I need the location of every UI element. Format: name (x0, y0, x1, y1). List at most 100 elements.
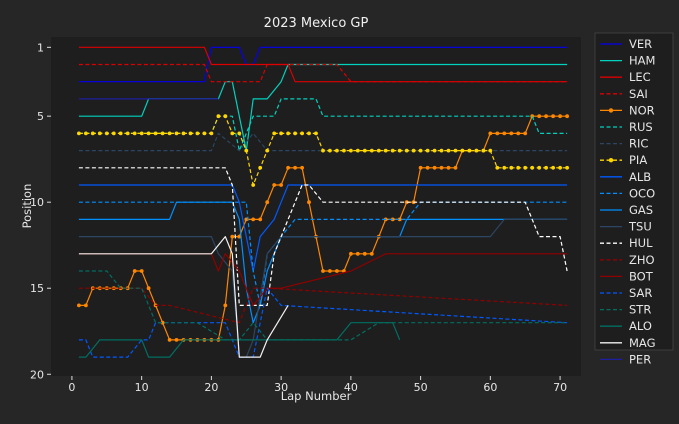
series-line-zho (78, 287, 568, 324)
series-point-pia (369, 148, 374, 153)
x-tick-label: 10 (135, 381, 149, 394)
legend-marker (608, 108, 614, 113)
series-point-pia (209, 131, 214, 136)
series-point-pia (383, 148, 388, 153)
series-point-nor (432, 165, 437, 170)
legend-label: HAM (629, 54, 655, 68)
series-point-nor (349, 251, 353, 256)
series-point-pia (495, 165, 500, 170)
series-point-pia (467, 148, 472, 153)
series-point-pia (202, 131, 207, 136)
y-tick-label: 20 (30, 368, 44, 381)
series-point-pia (181, 131, 186, 136)
series-point-pia (530, 165, 535, 170)
series-point-nor (265, 200, 270, 205)
series-point-pia (474, 148, 479, 153)
series-point-pia (502, 165, 507, 170)
series-point-pia (335, 148, 339, 153)
series-point-nor (328, 269, 332, 273)
series-point-nor (139, 269, 144, 273)
series-point-pia (237, 131, 242, 136)
series-point-nor (251, 217, 256, 222)
x-tick-label: 50 (414, 381, 428, 394)
legend-label: PIA (629, 153, 647, 167)
series-point-nor (551, 114, 555, 119)
series-point-pia (258, 165, 263, 170)
y-tick-label: 15 (30, 282, 44, 295)
legend-label: TSU (628, 220, 652, 234)
series-point-pia (349, 148, 353, 153)
series-point-pia (446, 148, 451, 153)
series-point-pia (314, 131, 318, 136)
series-point-pia (432, 148, 437, 153)
series-point-pia (481, 148, 486, 153)
series-point-pia (195, 131, 200, 136)
series-point-pia (397, 148, 402, 153)
series-point-nor (174, 338, 179, 342)
series-line-lec (78, 46, 568, 83)
series-point-pia (167, 131, 172, 136)
series-point-nor (502, 131, 507, 136)
series-point-pia (362, 148, 367, 153)
series-line-sar (78, 287, 568, 358)
series-line-tsu (78, 218, 568, 358)
series-point-nor (279, 183, 283, 187)
series-point-nor (565, 114, 569, 119)
series-point-pia (551, 165, 555, 170)
series-point-nor (488, 131, 493, 136)
legend: VER HAM LEC SAI NOR RUS RIC PIA ALB OCO GAS TSU HUL Z… (594, 32, 674, 366)
series-point-pia (418, 148, 423, 153)
series-point-pia (111, 131, 116, 136)
y-tick-label: 5 (37, 110, 44, 123)
series-point-pia (537, 165, 542, 170)
series-point-nor (523, 131, 528, 136)
plot-area (51, 37, 581, 376)
series-point-nor (369, 251, 374, 256)
series-point-pia (328, 148, 332, 153)
series-point-pia (251, 183, 256, 187)
legend-box (594, 32, 674, 351)
legend-label: VER (629, 37, 652, 51)
series-point-nor (286, 165, 290, 170)
series-point-nor (355, 251, 360, 256)
series-point-pia (265, 148, 270, 153)
legend-label: SAI (629, 87, 648, 101)
series-point-pia (160, 131, 165, 136)
series-point-pia (558, 165, 562, 170)
legend-label: MAG (629, 336, 656, 350)
series-point-pia (153, 131, 158, 136)
series-point-pia (188, 131, 193, 136)
x-axis-label: Lap Number (281, 389, 352, 403)
legend-label: NOR (629, 103, 655, 117)
x-tick-label: 60 (483, 381, 497, 394)
series-point-nor (495, 131, 500, 136)
series-point-nor (223, 303, 228, 308)
series-point-pia (132, 131, 137, 136)
series-point-nor (84, 303, 88, 308)
series-point-pia (453, 148, 458, 153)
legend-label: HUL (629, 236, 653, 250)
legend-label: GAS (629, 203, 653, 217)
series-point-pia (139, 131, 144, 136)
series-point-nor (244, 217, 249, 222)
series-point-pia (355, 148, 360, 153)
series-point-pia (223, 114, 228, 119)
legend-label: OCO (629, 186, 655, 200)
x-tick-label: 40 (344, 381, 358, 394)
series-line-bot (78, 253, 568, 306)
series-point-nor (453, 165, 458, 170)
series-point-pia (279, 131, 283, 136)
series-point-pia (272, 131, 277, 136)
legend-label: ALO (629, 319, 652, 333)
series-point-pia (544, 165, 548, 170)
series-point-pia (390, 148, 395, 153)
series-point-pia (286, 131, 290, 136)
series-point-nor (293, 165, 297, 170)
series-point-nor (397, 217, 402, 222)
series-point-pia (216, 114, 221, 119)
series-point-pia (565, 165, 569, 170)
legend-label: STR (629, 303, 651, 317)
series-point-nor (258, 217, 263, 222)
y-axis-label: Position (20, 184, 34, 229)
series-point-pia (104, 131, 109, 136)
